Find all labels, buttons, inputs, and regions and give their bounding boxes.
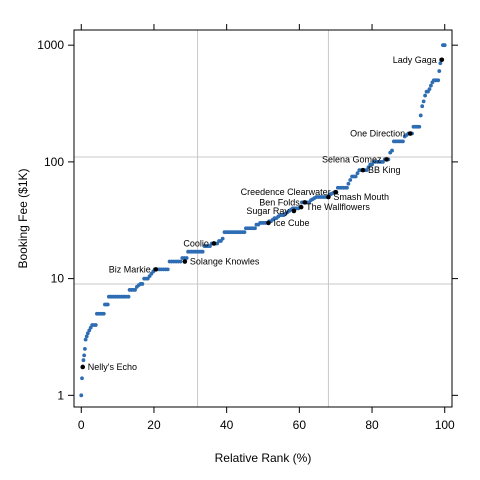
data-point [418,113,423,118]
annotation-label: Ben Folds [259,197,300,207]
x-axis-title: Relative Rank (%) [215,451,312,465]
annotation-label: Selena Gomez [322,154,382,164]
data-point [346,181,351,186]
data-point [253,226,257,231]
data-point [220,236,225,241]
data-point [133,288,137,292]
data-point [126,294,131,299]
y-tick-label: 1 [57,388,64,402]
annotation-label: Coolio [183,238,209,248]
grid-lines [74,30,452,407]
data-point [81,358,86,363]
highlight-point [153,267,159,272]
data-point [417,124,422,129]
y-tick-label: 1000 [37,38,64,52]
data-point [83,346,87,351]
data-point [85,331,90,336]
highlight-point [384,157,389,162]
data-point [83,337,88,342]
data-point [437,69,442,73]
data-point [442,43,447,48]
data-point [93,323,98,327]
data-point [420,104,425,109]
data-point [165,267,170,272]
y-tick-label: 10 [51,272,65,286]
data-point [423,93,428,98]
x-tick-label: 0 [78,418,85,432]
annotation-label: Smash Mouth [333,192,389,202]
data-point [427,87,432,92]
highlight-point [333,189,338,195]
data-point [82,353,87,358]
x-tick-label: 60 [293,418,307,432]
highlight-point [291,208,297,214]
annotation-label: Biz Markie [109,264,151,274]
data-point [429,83,433,88]
annotation-label: Solange Knowles [190,257,260,267]
annotation-label: Nelly's Echo [88,362,137,372]
annotation-label: Lady Gaga [393,55,437,65]
highlight-point [182,259,188,264]
annotation-label: One Direction [350,129,405,139]
data-point [353,174,358,179]
x-tick-label: 100 [435,418,455,432]
data-point [200,249,205,254]
data-point [436,78,441,83]
highlight-point [360,167,366,173]
plot-frame [73,29,453,408]
highlight-point [439,57,445,63]
y-axis-title: Booking Fee ($1K) [16,168,30,268]
data-point [140,282,145,286]
data-point [366,165,371,170]
data-point [438,61,443,66]
y-tick-label: 100 [44,155,64,169]
highlight-point [211,241,217,246]
axis-ticks: 0 20 40 60 80 100 1 10 100 1000 [37,24,458,432]
plot-border [73,29,453,408]
data-point [101,311,106,316]
annotation-label: Ice Cube [273,218,309,228]
data-points [79,43,447,398]
highlight-point [326,194,331,200]
data-point [184,256,189,260]
data-point [390,148,394,153]
x-tick-label: 40 [220,418,234,432]
data-point [364,168,369,173]
annotation-label: The Wallflowers [306,202,370,212]
annotation-label: Sugar Ray [246,206,289,216]
data-point [80,376,84,381]
data-point [355,171,360,176]
data-point [401,139,405,144]
highlight-point [80,364,86,370]
highlight-point [302,200,308,205]
highlight-point [298,204,304,210]
x-tick-label: 80 [365,418,379,432]
highlight-point [407,131,413,136]
highlight-point [266,220,271,226]
x-tick-label: 20 [147,418,161,432]
data-point [105,302,110,307]
data-point [178,259,183,264]
data-point [242,230,247,235]
annotation-label: Creedence Clearwater [241,187,331,197]
annotation-label: BB King [368,165,401,175]
data-point [345,185,349,190]
data-point [84,334,89,339]
data-point [421,99,426,104]
data-point [79,393,84,398]
data-point [348,178,353,182]
